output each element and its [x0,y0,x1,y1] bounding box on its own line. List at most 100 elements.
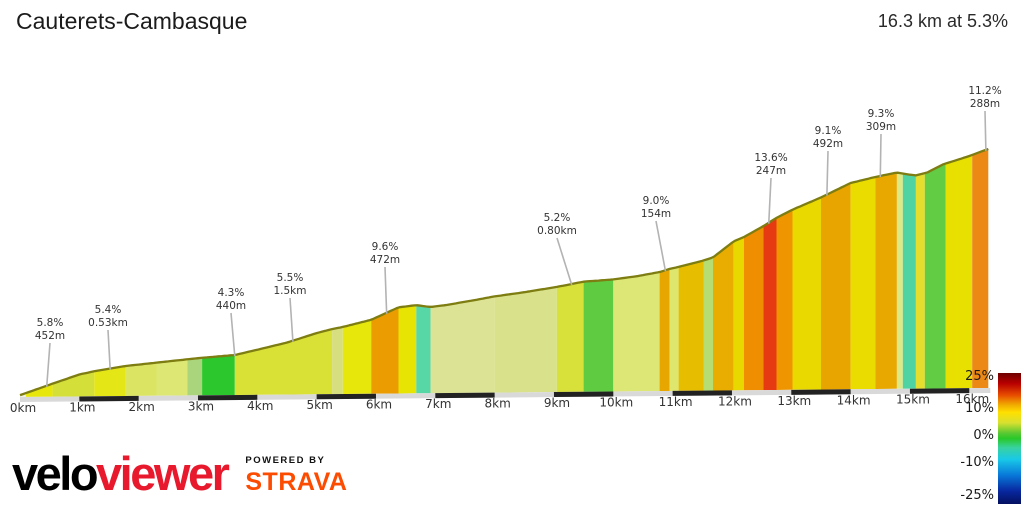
callout-gradient-label: 5.4% [95,304,122,316]
callout-detail-label: 309m [866,121,896,133]
veloviewer-logo[interactable]: veloviewer [12,446,230,502]
gradient-segment [915,173,925,389]
callout-gradient-label: 5.2% [544,212,571,224]
callout-detail-label: 0.80km [537,225,577,237]
gradient-segment [659,268,670,391]
gradient-segment [613,272,660,392]
gradient-legend-bar [998,373,1021,504]
gradient-segment [792,197,821,390]
callout-gradient-label: 9.6% [372,241,399,253]
gradient-segment [342,319,372,394]
x-axis-label: 3km [188,399,214,413]
gradient-segment [776,209,793,390]
climb-summary: 16.3 km at 5.3% [877,11,1008,31]
gradient-segment [52,371,95,397]
gradient-segment [187,357,203,396]
gradient-segment [398,305,417,394]
km-scale-dark-stripe [316,393,377,400]
callout-detail-label: 0.53km [88,317,128,329]
callout-pointer-line [655,220,667,272]
gradient-segment [371,307,399,394]
x-axis-label: 6km [366,398,392,412]
gradient-segment [821,183,851,390]
x-axis-label: 5km [307,398,333,412]
gradient-segment [234,329,333,395]
gradient-segment [713,241,734,391]
powered-by-label: POWERED BY [245,455,326,466]
legend-label-25: 25% [965,369,994,384]
callout-detail-label: 247m [756,165,786,177]
footer-branding: veloviewer POWERED BY STRAVA [12,446,347,502]
callout-pointer-line [556,237,573,286]
page-title: Cauterets-Cambasque [16,8,248,34]
gradient-segment [94,366,126,397]
x-axis-label: 9km [544,396,570,410]
strava-logo: STRAVA [245,468,348,496]
km-scale-dark-stripe [435,392,495,399]
km-scale-dark-stripe [197,394,258,401]
veloviewer-logo-viewer: viewer [96,447,230,500]
callout-pointer-line [984,110,987,151]
gradient-segment [924,163,946,389]
callout-gradient-label: 9.1% [815,125,842,137]
gradient-segment [703,257,713,391]
gradient-segment [972,148,989,389]
callout-gradient-label: 4.3% [218,287,245,299]
callout-gradient-label: 5.8% [37,317,64,329]
x-axis-label: 8km [484,397,510,411]
gradient-segment [430,296,495,394]
x-axis-label: 4km [247,399,273,413]
legend-label-10: 10% [965,401,994,416]
x-axis-label: 16km [955,392,989,406]
km-scale-dark-stripe [791,389,851,395]
veloviewer-logo-velo: velo [12,447,99,500]
x-axis-label: 7km [425,397,451,411]
callout-detail-label: 452m [35,330,65,342]
callout-detail-label: 472m [370,254,400,266]
x-axis-label: 10km [599,395,633,409]
gradient-segment [125,362,157,396]
x-axis-label: 0km [10,401,36,415]
gradient-segment [896,172,903,389]
callout-detail-label: 1.5km [273,285,306,297]
callout-detail-label: 288m [970,98,1000,110]
callout-gradient-label: 11.2% [968,85,1001,97]
km-scale-dark-stripe [909,388,970,394]
callout-pointer-line [384,266,388,314]
callout-gradient-label: 9.0% [643,195,670,207]
callout-pointer-line [107,329,111,370]
km-scale-dark-stripe [79,395,139,402]
legend-label-neg10: -10% [960,455,994,470]
gradient-segment [156,359,188,396]
callout-gradient-label: 13.6% [754,152,787,164]
callout-gradient-label: 9.3% [868,108,895,120]
x-axis-label: 14km [837,393,871,407]
callout-pointer-line [767,177,772,224]
gradient-segment [875,172,897,389]
profile-ridge-line [19,147,989,397]
gradient-segment [416,305,431,394]
gradient-segment [733,237,744,391]
gradient-segment [678,260,704,391]
x-axis-label: 15km [896,393,930,407]
callout-detail-label: 440m [216,300,246,312]
x-axis-label: 12km [718,394,752,408]
callout-pointer-line [230,312,236,357]
callout-detail-label: 154m [641,208,671,220]
gradient-segment [494,286,557,393]
x-axis-label: 13km [777,394,811,408]
gradient-segment [850,176,876,390]
gradient-segment [583,279,614,392]
gradient-segment [743,226,764,391]
km-scale-dark-stripe [553,391,614,398]
gradient-segment [669,266,679,391]
x-axis-label: 1km [69,400,95,414]
strava-attribution[interactable]: POWERED BY STRAVA [245,446,347,497]
legend-label-neg25: -25% [960,488,994,503]
callout-gradient-label: 5.5% [277,272,304,284]
gradient-segment [902,173,916,389]
gradient-segment [202,355,235,396]
gradient-segment [945,154,973,389]
